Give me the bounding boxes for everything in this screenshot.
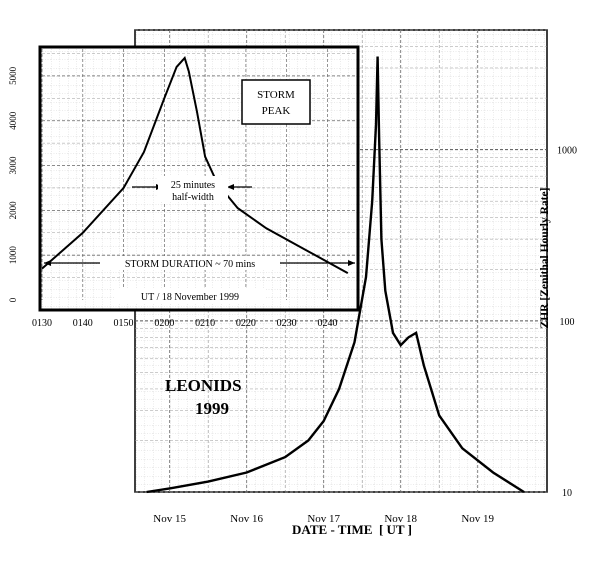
storm-duration-annotation: STORM DURATION ~ 70 mins <box>44 256 355 270</box>
main-ylabel: ZHR [Zenithal Hourly Rate] <box>539 188 551 329</box>
half-width-annotation: 25 minutes half-width <box>132 176 252 203</box>
storm-peak-box <box>241 79 311 125</box>
inset-x-tick-label: 0130 <box>32 318 52 329</box>
inset-x-tick-label: 0140 <box>73 318 93 329</box>
inset-y-tick-label: 0 <box>8 297 18 302</box>
inset-x-tick-label: 0220 <box>236 318 256 329</box>
inset-x-tick-label: 0200 <box>154 318 174 329</box>
inset-x-tick-label: 0230 <box>277 318 297 329</box>
inset-xlabel: UT / 18 November 1999 <box>141 292 239 303</box>
main-tick-labels: Nov 15 Nov 16 Nov 17 Nov 18 Nov 19 10 100 1000 <box>153 146 577 525</box>
main-y-tick-label: 10 <box>562 488 572 499</box>
main-xlabel: DATE - TIME [ UT ] <box>292 522 412 537</box>
main-x-tick-label: Nov 17 <box>307 513 340 525</box>
main-y-tick-label: 100 <box>560 317 575 328</box>
inset-y-tick-label: 1000 <box>8 246 18 265</box>
main-y-tick-label: 1000 <box>557 146 577 157</box>
main-series-line <box>146 56 525 494</box>
main-title-line1: LEONIDS <box>165 376 242 395</box>
main-x-tick-label: Nov 18 <box>384 513 417 525</box>
storm-peak-line1: STORM <box>257 89 295 101</box>
half-width-line2: half-width <box>172 192 214 203</box>
inset-y-tick-label: 2000 <box>8 201 18 220</box>
main-x-tick-label: Nov 15 <box>153 513 186 525</box>
main-title-line2: 1999 <box>195 399 229 418</box>
half-width-line1: 25 minutes <box>171 180 215 191</box>
main-x-tick-label: Nov 16 <box>230 513 263 525</box>
inset-x-tick-label: 0210 <box>195 318 215 329</box>
inset-series-line <box>41 56 349 274</box>
inset-tick-labels: 0130 0140 0150 0200 0210 0220 0230 0240 0 1000 200… <box>8 66 337 329</box>
inset-x-tick-label: 0240 <box>317 318 337 329</box>
inset-y-tick-label: 3000 <box>8 156 18 175</box>
inset-y-tick-label: 5000 <box>8 66 18 85</box>
inset-x-tick-label: 0150 <box>114 318 134 329</box>
storm-duration-label: STORM DURATION ~ 70 mins <box>125 259 255 270</box>
inset-y-tick-label: 4000 <box>8 111 18 130</box>
inset-chart: 0130 0140 0150 0200 0210 0220 0230 0240 0 1000 200… <box>8 45 360 329</box>
storm-peak-line2: PEAK <box>262 105 291 117</box>
main-x-tick-label: Nov 19 <box>461 513 494 525</box>
